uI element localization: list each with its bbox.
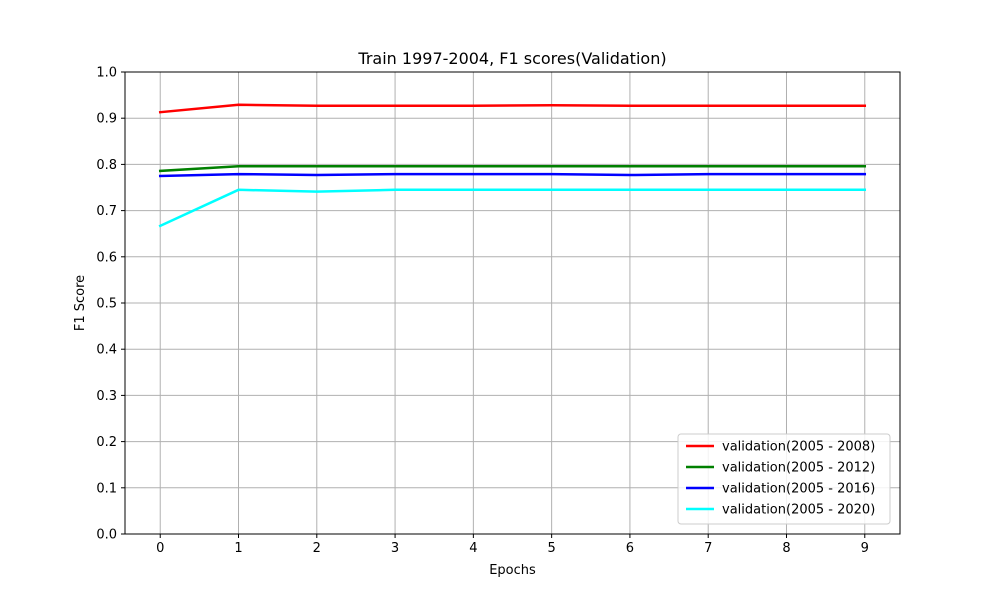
x-tick-label: 9: [861, 541, 869, 556]
series-line-4: [158, 188, 867, 228]
x-tick-label: 3: [391, 541, 399, 556]
y-tick-label: 0.8: [96, 158, 117, 173]
y-tick-label: 0.7: [96, 204, 117, 219]
series-line-2: [158, 164, 867, 173]
chart-title: Train 1997-2004, F1 scores(Validation): [357, 49, 666, 68]
legend-label: validation(2005 - 2008): [722, 440, 875, 455]
x-tick-label: 7: [704, 541, 712, 556]
axes: 0 1 2 3 4 5 6 7 8 9 0.0 0.1 0.2 0.3 0.4 0.5 0.6 0.7 0.8 0.9…: [96, 66, 869, 557]
x-tick-label: 6: [626, 541, 634, 556]
y-tick-label: 0.1: [96, 481, 117, 496]
y-tick-label: 0.4: [96, 343, 117, 358]
series-lines: [158, 103, 867, 228]
legend-label: validation(2005 - 2020): [722, 503, 875, 518]
x-tick-label: 2: [313, 541, 321, 556]
y-tick-label: 0.9: [96, 112, 117, 127]
y-tick-label: 0.5: [96, 297, 117, 312]
x-tick-label: 8: [782, 541, 790, 556]
y-tick-label: 0.6: [96, 250, 117, 265]
y-tick-label: 0.3: [96, 389, 117, 404]
y-tick-label: 0.2: [96, 435, 117, 450]
x-tick-label: 1: [234, 541, 242, 556]
legend: validation(2005 - 2008) validation(2005 -…: [677, 433, 891, 525]
y-axis-label: F1 Score: [73, 275, 88, 331]
series-line-1: [158, 103, 867, 114]
series-line-3: [158, 172, 867, 178]
x-tick-label: 5: [548, 541, 556, 556]
legend-label: validation(2005 - 2016): [722, 482, 875, 497]
x-tick-label: 4: [469, 541, 477, 556]
plot-frame: [124, 71, 901, 535]
y-tick-label: 1.0: [96, 66, 117, 81]
y-tick-label: 0.0: [96, 528, 117, 543]
legend-box: [677, 433, 891, 525]
x-axis-label: Epochs: [489, 563, 536, 578]
legend-label: validation(2005 - 2012): [722, 461, 875, 476]
x-tick-label: 0: [156, 541, 164, 556]
